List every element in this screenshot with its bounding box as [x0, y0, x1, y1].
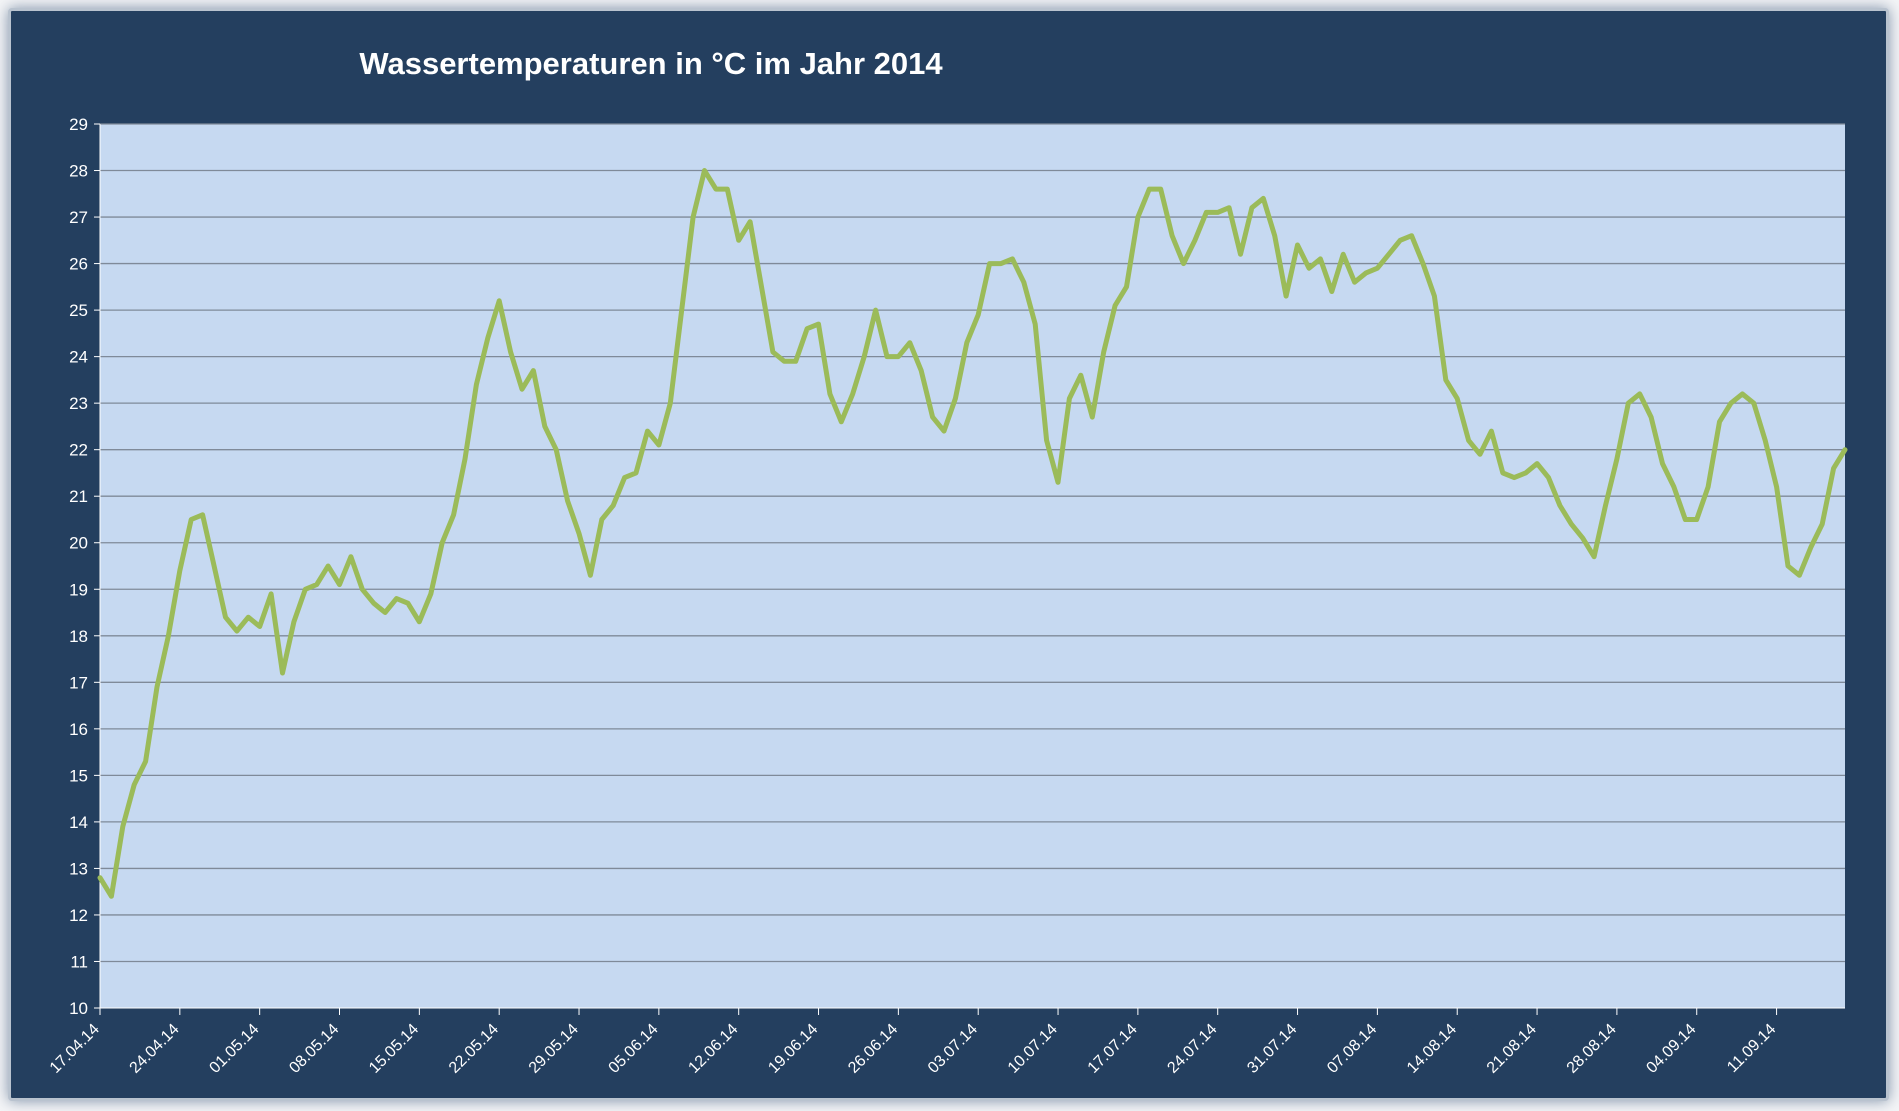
line-chart: Wassertemperaturen in °C im Jahr 2014 10…: [47, 46, 1848, 1077]
x-tick-label: 08.05.14: [286, 1021, 342, 1077]
x-tick-label: 11.09.14: [1724, 1021, 1779, 1076]
x-tick-label: 21.08.14: [1484, 1021, 1540, 1077]
y-tick-label: 19: [69, 580, 88, 599]
y-tick-label: 27: [69, 208, 88, 227]
y-tick-label: 29: [69, 115, 88, 134]
x-tick-label: 29.05.14: [526, 1021, 582, 1077]
x-tick-label: 03.07.14: [925, 1021, 981, 1077]
series-line-water-temperature: [97, 168, 1848, 899]
plot-area: [100, 124, 1845, 1008]
y-tick-label: 20: [69, 534, 88, 553]
x-tick-label: 31.07.14: [1244, 1021, 1300, 1077]
x-tick-label: 10.07.14: [1005, 1021, 1061, 1077]
series-layer: [97, 168, 1848, 899]
x-tick-label: 12.06.14: [685, 1021, 741, 1077]
x-tick-label: 05.06.14: [606, 1021, 662, 1077]
x-tick-label: 28.08.14: [1564, 1021, 1620, 1077]
x-tick-label: 14.08.14: [1404, 1021, 1460, 1077]
gridlines: [100, 123, 1845, 963]
y-tick-label: 18: [69, 627, 88, 646]
y-tick-label: 23: [69, 394, 88, 413]
x-tick-label: 19.06.14: [765, 1021, 821, 1077]
x-tick-label: 26.06.14: [845, 1021, 901, 1077]
x-tick-label: 07.08.14: [1324, 1021, 1380, 1077]
y-tick-label: 13: [69, 859, 88, 878]
y-tick-label: 12: [69, 906, 88, 925]
x-tick-label: 04.09.14: [1644, 1021, 1700, 1077]
x-tick-label: 24.07.14: [1164, 1021, 1220, 1077]
y-tick-label: 10: [69, 999, 88, 1018]
chart-frame: Wassertemperaturen in °C im Jahr 2014 10…: [8, 8, 1889, 1101]
x-tick-label: 01.05.14: [206, 1021, 262, 1077]
y-tick-label: 22: [69, 441, 88, 460]
y-tick-label: 16: [69, 720, 88, 739]
axes: [94, 123, 1845, 1015]
y-tick-label: 21: [69, 487, 88, 506]
y-tick-label: 25: [69, 301, 88, 320]
y-tick-label: 15: [69, 766, 88, 785]
y-tick-label: 28: [69, 162, 88, 181]
x-tick-label: 17.07.14: [1085, 1021, 1141, 1077]
y-tick-label: 17: [69, 673, 88, 692]
y-axis-ticks: 10 11 12 13 14 15 16 17 18 19 20 21 22 23 24 25 26 27 28 29: [69, 115, 88, 1018]
chart-title: Wassertemperaturen in °C im Jahr 2014: [359, 46, 943, 81]
y-tick-label: 24: [69, 348, 88, 367]
x-tick-label: 17.04.14: [47, 1021, 103, 1077]
y-tick-label: 26: [69, 255, 88, 274]
x-tick-label: 24.04.14: [127, 1021, 183, 1077]
y-tick-label: 14: [69, 813, 88, 832]
x-axis-ticks: 17.04.14 24.04.14 01.05.14 08.05.14 15.05.14…: [47, 1021, 1780, 1077]
x-tick-label: 22.05.14: [446, 1021, 502, 1077]
x-tick-label: 15.05.14: [366, 1021, 422, 1077]
y-tick-label: 11: [70, 952, 88, 971]
